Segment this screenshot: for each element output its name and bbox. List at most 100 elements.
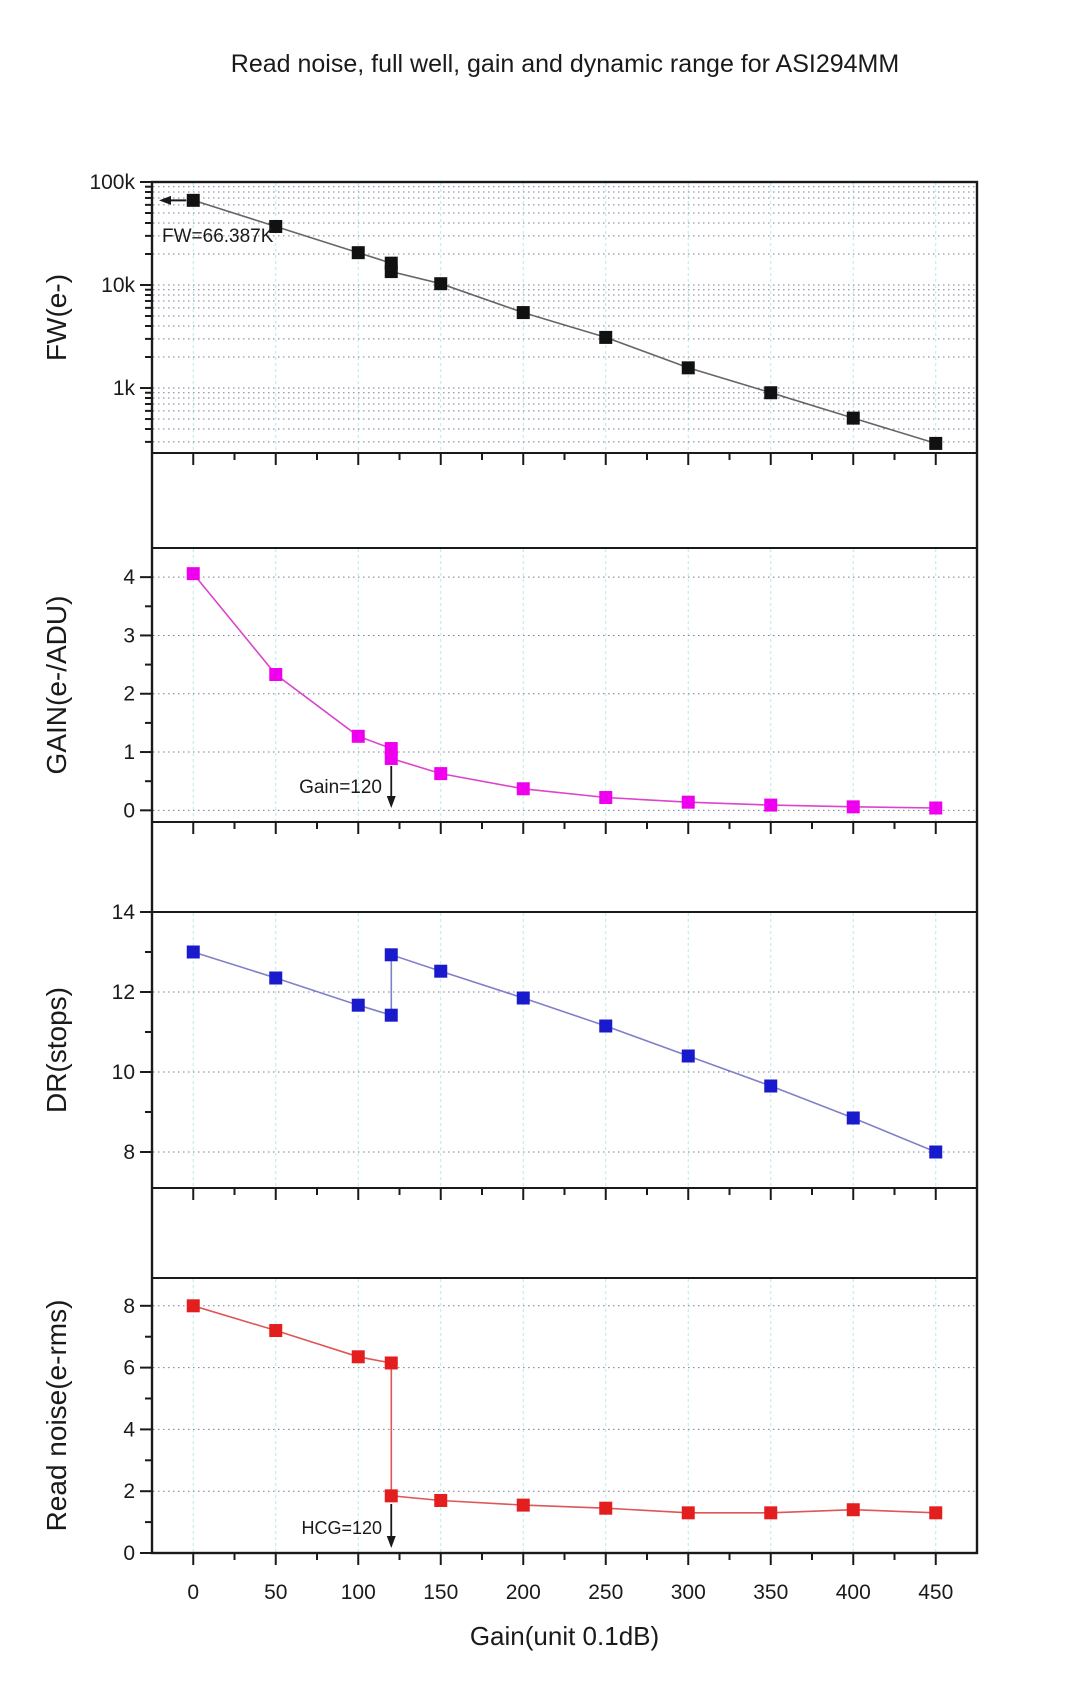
x-tick-label: 400 xyxy=(836,1581,871,1604)
y-tick-label: 4 xyxy=(123,566,135,589)
series-markers xyxy=(186,945,943,1159)
y-tick-label: 8 xyxy=(123,1141,135,1164)
data-point xyxy=(599,1501,613,1515)
y-tick-label: 4 xyxy=(123,1418,135,1441)
data-point xyxy=(846,800,860,814)
data-point xyxy=(434,964,448,978)
data-point xyxy=(599,1019,613,1033)
data-point xyxy=(384,751,398,765)
y-tick-label: 0 xyxy=(123,799,135,822)
data-point xyxy=(351,246,365,260)
data-point xyxy=(599,330,613,344)
y-tick-label: 1k xyxy=(113,377,136,400)
panel-read-noise xyxy=(153,1279,976,1552)
y-axis-title: Read noise(e-rms) xyxy=(41,1300,72,1532)
y-axis-title: GAIN(e-/ADU) xyxy=(41,596,72,775)
y-axis-title: DR(stops) xyxy=(41,987,72,1113)
y-tick-label: 10 xyxy=(112,1061,135,1084)
data-point xyxy=(681,795,695,809)
y-axis-dynamic-range: 8 10 12 14 DR(stops) xyxy=(41,901,152,1164)
data-point xyxy=(764,798,778,812)
series-markers xyxy=(186,567,943,815)
data-point xyxy=(929,801,943,815)
data-point xyxy=(384,1356,398,1370)
series-line xyxy=(193,1305,936,1514)
data-point xyxy=(681,1506,695,1520)
horizontal-gridlines xyxy=(153,991,976,1153)
annotation-label: HCG=120 xyxy=(301,1518,382,1538)
data-point xyxy=(846,1503,860,1517)
data-point xyxy=(929,1506,943,1520)
y-axis-title: FW(e-) xyxy=(41,274,72,361)
x-tick-label: 350 xyxy=(753,1581,788,1604)
data-point xyxy=(351,1350,365,1364)
data-point xyxy=(599,791,613,805)
x-axis: 0 50 100 150 200 250 300 350 400 450 Gain(unit 0.1… xyxy=(187,453,953,1651)
data-point xyxy=(384,742,398,756)
data-point xyxy=(269,971,283,985)
data-point xyxy=(681,361,695,375)
data-point xyxy=(434,767,448,781)
data-point xyxy=(434,277,448,291)
data-point xyxy=(186,945,200,959)
series-line xyxy=(193,199,937,445)
horizontal-gridlines xyxy=(153,576,976,811)
y-tick-label: 1 xyxy=(123,741,135,764)
annotation-arrow-head xyxy=(386,796,396,808)
horizontal-gridlines xyxy=(153,186,976,443)
series-line xyxy=(192,573,936,809)
data-point xyxy=(186,567,200,581)
data-point xyxy=(384,1489,398,1503)
y-axis-gain: 0 1 2 3 4 GAIN(e-/ADU) xyxy=(41,566,152,822)
y-tick-label: 2 xyxy=(123,683,135,706)
y-axis-read-noise: 0 2 4 6 8 Read noise(e-rms) xyxy=(41,1295,152,1565)
data-point xyxy=(186,193,200,207)
data-point xyxy=(846,411,860,425)
data-point xyxy=(516,306,530,320)
y-tick-label: 6 xyxy=(123,1357,135,1380)
y-tick-label: 8 xyxy=(123,1295,135,1318)
x-tick-label: 250 xyxy=(588,1581,623,1604)
vertical-gridlines xyxy=(192,913,937,1187)
annotation-read-noise: HCG=120 xyxy=(301,1504,396,1548)
data-point xyxy=(516,782,530,796)
x-tick-label: 150 xyxy=(423,1581,458,1604)
y-tick-label: 12 xyxy=(112,981,135,1004)
panel-gain xyxy=(153,549,976,821)
x-tick-label: 0 xyxy=(187,1581,199,1604)
data-point xyxy=(764,1079,778,1093)
y-tick-label: 3 xyxy=(123,624,135,647)
vertical-gridlines xyxy=(192,183,937,452)
data-point xyxy=(764,1506,778,1520)
annotation-arrow-head xyxy=(159,195,171,205)
data-point xyxy=(516,1498,530,1512)
x-tick-label: 100 xyxy=(341,1581,376,1604)
annotation-gain: Gain=120 xyxy=(299,766,396,808)
data-point xyxy=(351,998,365,1012)
y-tick-label: 0 xyxy=(123,1542,135,1565)
y-tick-label: 100k xyxy=(89,171,135,194)
horizontal-gridlines xyxy=(153,1305,976,1492)
annotation-label: Gain=120 xyxy=(299,777,382,798)
data-point xyxy=(186,1299,200,1313)
series-markers xyxy=(186,1299,943,1520)
data-point xyxy=(384,265,398,279)
data-point xyxy=(269,219,283,233)
annotation-label: FW=66.387K xyxy=(162,226,274,247)
x-tick-label: 450 xyxy=(918,1581,953,1604)
panel-full-well xyxy=(153,183,976,452)
x-axis-title: Gain(unit 0.1dB) xyxy=(470,1621,659,1651)
series-markers xyxy=(186,193,943,450)
x-tick-label: 200 xyxy=(506,1581,541,1604)
annotation-arrow-head xyxy=(386,1536,396,1548)
chart-title: Read noise, full well, gain and dynamic … xyxy=(230,50,900,78)
panel-dynamic-range xyxy=(153,913,976,1187)
x-tick-label: 50 xyxy=(264,1581,287,1604)
data-point xyxy=(269,1324,283,1338)
x-tick-label: 300 xyxy=(671,1581,706,1604)
y-tick-label: 2 xyxy=(123,1480,135,1503)
data-point xyxy=(269,668,283,682)
data-point xyxy=(846,1111,860,1125)
